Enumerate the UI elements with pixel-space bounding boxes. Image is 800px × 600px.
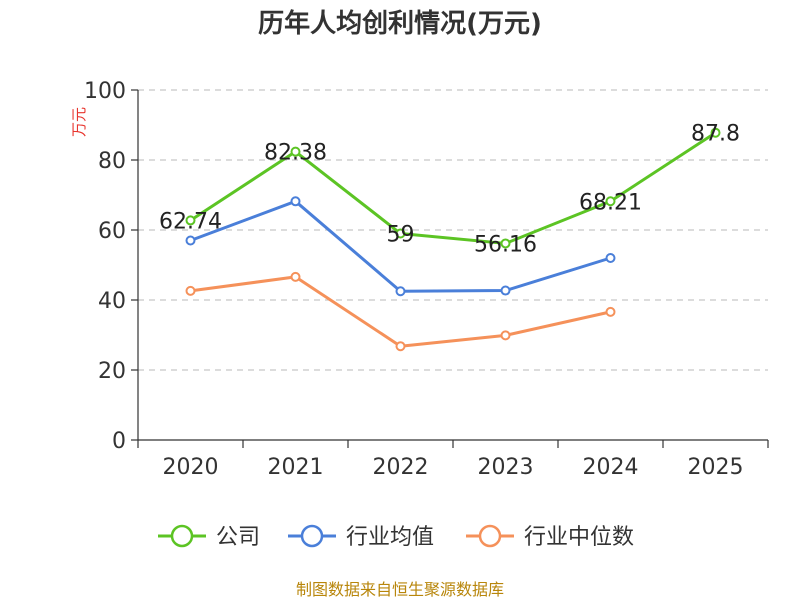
grid-lines: [138, 89, 768, 371]
x-tick-label: 2025: [688, 455, 744, 480]
data-point[interactable]: [290, 271, 301, 282]
legend-marker: [170, 524, 194, 548]
legend-label: 公司: [216, 525, 260, 550]
legend[interactable]: 公司 行业均值 行业中位数: [158, 524, 634, 550]
data-label: 68.21: [579, 190, 642, 215]
data-point[interactable]: [605, 196, 616, 207]
x-tick-label: 2020: [163, 455, 219, 480]
legend-marker: [478, 524, 502, 548]
y-tick-label: 60: [98, 219, 126, 244]
data-point[interactable]: [395, 228, 406, 239]
x-tick-label: 2021: [268, 455, 324, 480]
source-note: 制图数据来自恒生聚源数据库: [296, 580, 504, 599]
legend-label: 行业中位数: [524, 525, 634, 550]
data-point[interactable]: [185, 235, 196, 246]
x-tick-label: 2023: [478, 455, 534, 480]
axes: 0 20 40 60 80 100 2020 2021 2022 2023 2024 2025: [84, 79, 769, 480]
data-label: 62.74: [159, 209, 222, 234]
data-point[interactable]: [395, 341, 406, 352]
data-point[interactable]: [605, 306, 616, 317]
y-tick-label: 40: [98, 289, 126, 314]
y-tick-label: 0: [112, 429, 126, 454]
data-point[interactable]: [185, 285, 196, 296]
series-group: [185, 127, 721, 352]
data-point[interactable]: [710, 127, 721, 138]
legend-item[interactable]: 行业中位数: [466, 524, 634, 550]
data-point[interactable]: [500, 330, 511, 341]
legend-item[interactable]: 公司: [158, 524, 260, 550]
legend-item[interactable]: 行业均值: [288, 524, 434, 550]
data-point[interactable]: [500, 285, 511, 296]
y-tick-label: 20: [98, 359, 126, 384]
x-tick-label: 2024: [583, 455, 639, 480]
y-tick-label: 80: [98, 149, 126, 174]
x-tick-label: 2022: [373, 455, 429, 480]
data-point[interactable]: [500, 238, 511, 249]
data-label: 59: [387, 223, 415, 248]
y-axis-label: 万元: [70, 107, 88, 137]
data-point[interactable]: [290, 146, 301, 157]
series-line: [189, 131, 717, 245]
data-point[interactable]: [290, 196, 301, 207]
data-labels: 62.74 82.38 59 56.16 68.21 87.8: [159, 122, 740, 258]
chart-title: 历年人均创利情况(万元): [258, 8, 542, 39]
data-label: 87.8: [691, 122, 740, 147]
data-point[interactable]: [395, 286, 406, 297]
data-point[interactable]: [605, 253, 616, 263]
legend-marker: [300, 524, 324, 548]
data-label: 82.38: [264, 141, 327, 166]
legend-label: 行业均值: [346, 525, 434, 550]
y-tick-label: 100: [84, 79, 126, 104]
data-label: 56.16: [474, 232, 537, 257]
data-point[interactable]: [185, 215, 196, 226]
